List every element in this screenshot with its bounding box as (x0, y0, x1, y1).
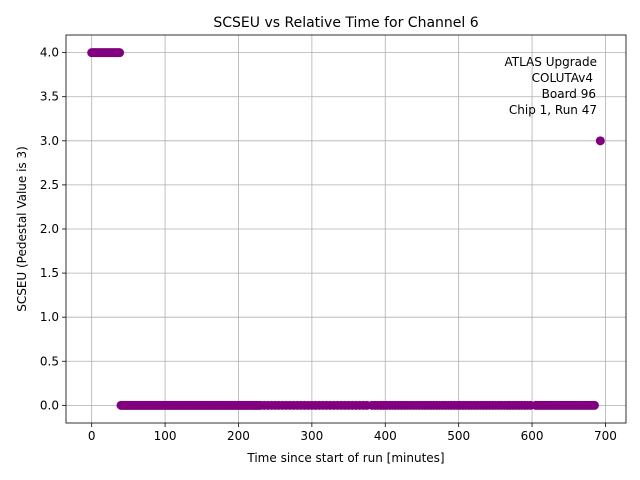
annotation-line-chip-run: Chip 1, Run 47 (509, 103, 597, 117)
y-tick-label: 2.5 (40, 178, 59, 192)
x-tick-label: 0 (88, 429, 96, 443)
x-tick-label: 600 (521, 429, 544, 443)
y-tick-label: 4.0 (40, 46, 59, 60)
x-axis-label: Time since start of run [minutes] (246, 451, 444, 465)
data-point (595, 136, 605, 146)
data-point (589, 400, 599, 410)
annotation-line-chip-type: COLUTAv4 (532, 71, 593, 85)
y-tick-label: 3.0 (40, 134, 59, 148)
x-tick-label: 400 (374, 429, 397, 443)
x-tick-label: 700 (594, 429, 617, 443)
x-tick-label: 500 (447, 429, 470, 443)
y-tick-label: 2.0 (40, 222, 59, 236)
y-tick-label: 0.0 (40, 398, 59, 412)
points-layer (87, 48, 605, 410)
annotation-box: ATLAS Upgrade COLUTAv4 Board 96 Chip 1, … (504, 55, 597, 117)
annotation-line-experiment: ATLAS Upgrade (504, 55, 597, 69)
x-tick-label: 200 (227, 429, 250, 443)
y-tick-label: 1.0 (40, 310, 59, 324)
y-axis-label: SCSEU (Pedestal Value is 3) (15, 146, 29, 312)
ticks-layer: 0 100 200 300 400 500 600 700 0.0 0.5 1.0 1.5 2.0 2.5… (40, 46, 617, 443)
y-tick-label: 0.5 (40, 354, 59, 368)
data-point (115, 48, 125, 58)
y-tick-label: 3.5 (40, 90, 59, 104)
x-tick-label: 100 (154, 429, 177, 443)
y-tick-label: 1.5 (40, 266, 59, 280)
annotation-line-board: Board 96 (542, 87, 596, 101)
chart-title: SCSEU vs Relative Time for Channel 6 (213, 15, 478, 31)
x-tick-label: 300 (300, 429, 323, 443)
